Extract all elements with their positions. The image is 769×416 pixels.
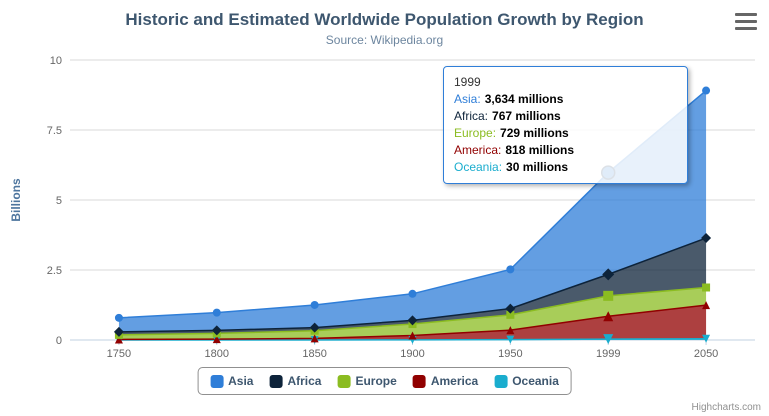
legend-swatch	[494, 374, 508, 388]
legend: Asia Africa Europe America Oceania	[197, 367, 572, 395]
credits-link[interactable]: Highcharts.com	[691, 402, 761, 413]
marker-asia-1850[interactable]	[310, 300, 319, 309]
marker-africa-2050[interactable]	[701, 233, 712, 244]
tooltip-value: 3,634 millions	[484, 92, 564, 106]
hamburger-bar	[735, 27, 757, 30]
tooltip-header: 1999	[454, 75, 481, 89]
marker-africa-1800[interactable]	[211, 325, 222, 336]
marker-oceania-2050[interactable]	[702, 334, 711, 343]
legend-label: America	[430, 374, 479, 388]
x-axis-tick-label: 2050	[694, 348, 718, 360]
marker-asia-2050[interactable]	[702, 86, 711, 95]
tooltip-value: 729 millions	[500, 126, 569, 140]
marker-america-2050[interactable]	[702, 301, 711, 310]
tooltip-series-label: America:	[454, 143, 502, 157]
legend-swatch	[412, 374, 426, 388]
marker-africa-1950[interactable]	[505, 303, 516, 314]
legend-swatch	[269, 374, 283, 388]
marker-oceania-1999[interactable]	[603, 334, 614, 345]
tooltip-value: 767 millions	[492, 109, 561, 123]
marker-asia-1800[interactable]	[212, 308, 221, 317]
hamburger-bar	[735, 13, 757, 16]
marker-europe-1999[interactable]	[603, 290, 614, 301]
legend-item-america[interactable]: America	[412, 374, 479, 388]
tooltip-value: 818 millions	[505, 143, 575, 157]
y-axis-tick-label: 0	[56, 335, 62, 347]
marker-africa-1999[interactable]	[602, 268, 615, 281]
tooltip-series-label: Asia:	[454, 92, 481, 106]
area-band-america[interactable]	[118, 305, 707, 340]
y-axis-tick-label: 2.5	[47, 265, 62, 277]
chart-subtitle: Source: Wikipedia.org	[325, 33, 444, 47]
marker-asia-1950[interactable]	[506, 265, 515, 274]
tooltip: 1999 Asia: 3,634 millions Africa: 767 mill…	[443, 66, 688, 184]
chart-title: Historic and Estimated Worldwide Populat…	[125, 10, 644, 29]
marker-europe-1950[interactable]	[506, 310, 515, 319]
marker-america-1750[interactable]	[114, 335, 123, 344]
hamburger-menu-icon[interactable]	[735, 13, 757, 30]
area-band-asia[interactable]	[118, 90, 707, 332]
x-axis-tick-label: 1999	[596, 348, 620, 360]
tooltip-row: Africa: 767 millions	[454, 108, 677, 125]
tooltip-row: Oceania: 30 millions	[454, 159, 677, 176]
marker-asia-1750[interactable]	[114, 313, 123, 322]
marker-oceania-1950[interactable]	[506, 335, 515, 344]
legend-swatch	[210, 374, 224, 388]
marker-africa-1750[interactable]	[113, 326, 124, 337]
marker-america-1900[interactable]	[408, 331, 417, 340]
area-band-africa[interactable]	[118, 238, 707, 335]
marker-america-1999[interactable]	[603, 311, 614, 322]
marker-africa-1900[interactable]	[407, 315, 418, 326]
legend-label: Asia	[228, 374, 254, 388]
legend-label: Europe	[355, 374, 397, 388]
tooltip-series-label: Europe:	[454, 126, 497, 140]
tooltip-row: Europe: 729 millions	[454, 125, 677, 142]
y-axis-tick-label: 5	[56, 195, 62, 207]
tooltip-series-label: Oceania:	[454, 160, 503, 174]
marker-europe-2050[interactable]	[702, 283, 711, 292]
tooltip-row: America: 818 millions	[454, 142, 677, 159]
y-axis-tick-label: 7.5	[47, 125, 62, 137]
hamburger-bar	[735, 20, 757, 23]
x-axis-tick-label: 1900	[400, 348, 424, 360]
marker-america-1850[interactable]	[310, 334, 319, 343]
y-axis-tick-label: 10	[50, 55, 62, 67]
legend-item-asia[interactable]: Asia	[210, 374, 253, 388]
legend-item-europe[interactable]: Europe	[337, 374, 397, 388]
marker-america-1800[interactable]	[212, 335, 221, 344]
legend-swatch	[337, 374, 351, 388]
marker-africa-1850[interactable]	[309, 322, 320, 333]
x-axis-tick-label: 1950	[498, 348, 522, 360]
tooltip-series-label: Africa:	[454, 109, 489, 123]
x-axis-tick-label: 1850	[302, 348, 326, 360]
marker-asia-1900[interactable]	[408, 289, 417, 298]
marker-america-1950[interactable]	[506, 326, 515, 335]
tooltip-row: Asia: 3,634 millions	[454, 91, 677, 108]
legend-label: Oceania	[512, 374, 559, 388]
legend-item-oceania[interactable]: Oceania	[494, 374, 559, 388]
y-axis-title: Billions	[9, 178, 23, 222]
legend-item-africa[interactable]: Africa	[269, 374, 321, 388]
x-axis-tick-label: 1750	[107, 348, 131, 360]
legend-label: Africa	[287, 374, 322, 388]
tooltip-value: 30 millions	[506, 160, 569, 174]
x-axis-tick-label: 1800	[205, 348, 229, 360]
